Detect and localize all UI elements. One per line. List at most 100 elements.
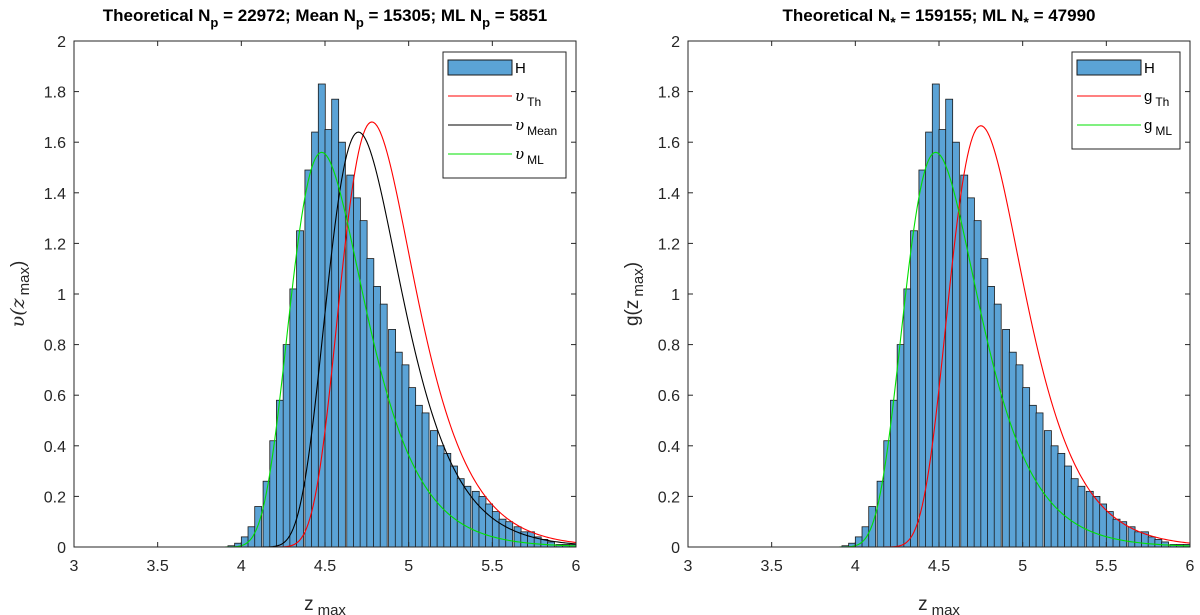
histogram-bar	[945, 98, 954, 548]
y-tick-label: 1.4	[658, 186, 680, 203]
histogram-bar	[513, 526, 522, 548]
right-legend-swatch-histogram	[1076, 59, 1142, 76]
histogram-bar	[254, 506, 263, 548]
y-tick-label: 2	[671, 34, 680, 51]
histogram-bar	[421, 412, 430, 548]
histogram-bar	[1064, 465, 1072, 548]
right-x-axis-label: z max	[918, 594, 960, 615]
x-tick-label: 3.5	[147, 558, 169, 575]
y-tick-label: 1.2	[658, 236, 680, 253]
histogram-bar	[379, 303, 388, 548]
histogram-bar	[1044, 430, 1052, 548]
left-x-axis-label: z max	[304, 594, 346, 615]
histogram-bar	[993, 303, 1002, 548]
y-tick-label: 0.4	[44, 439, 66, 456]
y-tick-label: 2	[57, 34, 66, 51]
x-tick-label: 5.5	[1095, 558, 1117, 575]
histogram-bar	[527, 531, 535, 548]
histogram-bar	[388, 329, 396, 548]
right-panel: Theoretical N* = 159155; ML N* = 47990 3…	[622, 6, 1195, 615]
y-tick-label: 1.2	[44, 236, 66, 253]
right-legend-label-ml: g ML	[1144, 117, 1172, 138]
x-tick-label: 3	[684, 558, 693, 575]
histogram-bar	[430, 430, 438, 548]
histogram-bar	[1002, 329, 1010, 548]
y-tick-label: 0.2	[44, 489, 66, 506]
histogram-bar	[973, 220, 982, 548]
x-tick-label: 5	[404, 558, 413, 575]
histogram-bar	[324, 129, 333, 548]
left-histogram-bars	[227, 83, 577, 548]
left-legend-label-ml: υ ML	[515, 145, 544, 167]
y-tick-label: 0.6	[658, 388, 680, 405]
right-plot-area: 3 3.5 4 4.5 5 5.5 6 0 0.2 0.4 0.6 0.8 1 1.2 1.4 1.6 1.8…	[658, 34, 1195, 575]
y-tick-label: 0.4	[658, 439, 680, 456]
left-plot-area: 3 3.5 4 4.5 5 5.5 6 0 0.2 0.4 0.6 0.8 1 1.2 1.4 1.6 1.8…	[44, 34, 581, 575]
y-tick-label: 0.8	[44, 338, 66, 355]
left-legend-swatch-histogram	[447, 59, 513, 76]
histogram-bar	[1035, 412, 1044, 548]
histogram-bar	[938, 129, 947, 548]
histogram-bar	[296, 230, 304, 548]
x-tick-label: 3	[70, 558, 79, 575]
histogram-bar	[505, 521, 514, 548]
y-tick-label: 1.6	[658, 135, 680, 152]
y-tick-label: 0	[671, 540, 680, 557]
histogram-bar	[353, 197, 361, 548]
histogram-bar	[861, 526, 870, 548]
histogram-bar	[951, 141, 960, 548]
histogram-bar	[346, 174, 355, 548]
histogram-bar	[910, 230, 918, 548]
histogram-bar	[247, 526, 256, 548]
histogram-bar	[1147, 536, 1156, 548]
histogram-bar	[491, 511, 500, 548]
histogram-bar	[366, 258, 375, 548]
x-tick-label: 6	[572, 558, 581, 575]
histogram-bar	[987, 286, 995, 548]
histogram-bar	[1099, 503, 1108, 548]
histogram-bar	[436, 445, 445, 548]
y-tick-label: 0	[57, 540, 66, 557]
right-y-ticks: 0 0.2 0.4 0.6 0.8 1 1.2 1.4 1.6 1.8 2	[658, 34, 1190, 557]
histogram-bar	[289, 288, 298, 548]
y-tick-label: 1.8	[44, 85, 66, 102]
left-legend: H υ Th υ Mean υ ML	[442, 51, 567, 179]
histogram-bar	[883, 440, 892, 548]
left-legend-label-th: υ Th	[515, 87, 541, 109]
histogram-bar	[1077, 485, 1086, 548]
y-tick-label: 1	[57, 287, 66, 304]
histogram-bar	[456, 478, 465, 548]
histogram-bar	[1092, 495, 1101, 548]
histogram-bar	[896, 344, 905, 548]
y-tick-label: 1	[671, 287, 680, 304]
histogram-bar	[868, 506, 877, 548]
histogram-bar	[1070, 478, 1079, 548]
histogram-bar	[980, 258, 989, 548]
y-tick-label: 1.4	[44, 186, 66, 203]
histogram-bar	[450, 465, 458, 548]
histogram-bar	[960, 174, 969, 548]
right-legend: H g Th g ML	[1071, 51, 1181, 150]
y-tick-label: 0.8	[658, 338, 680, 355]
left-x-ticks: 3 3.5 4 4.5 5 5.5 6	[70, 41, 581, 575]
x-tick-label: 3.5	[761, 558, 783, 575]
left-legend-label-mean: υ Mean	[515, 116, 557, 138]
histogram-bar	[337, 141, 346, 548]
histogram-bar	[478, 495, 487, 548]
x-tick-label: 4.5	[928, 558, 950, 575]
histogram-bar	[1112, 518, 1121, 548]
histogram-bar	[1154, 539, 1163, 548]
histogram-bar	[269, 440, 278, 548]
right-legend-label-th: g Th	[1144, 88, 1169, 109]
x-tick-label: 5.5	[481, 558, 503, 575]
x-tick-label: 4	[851, 558, 860, 575]
histogram-bar	[485, 503, 494, 548]
left-panel: Theoretical Np = 22972; Mean Np = 15305;…	[7, 6, 581, 615]
histogram-bar	[1134, 531, 1143, 548]
left-legend-label-histogram: H	[515, 60, 526, 77]
y-tick-label: 1.8	[658, 85, 680, 102]
histogram-bar	[401, 364, 410, 548]
left-title: Theoretical Np = 22972; Mean Np = 15305;…	[103, 6, 548, 30]
histogram-bar	[304, 169, 313, 548]
